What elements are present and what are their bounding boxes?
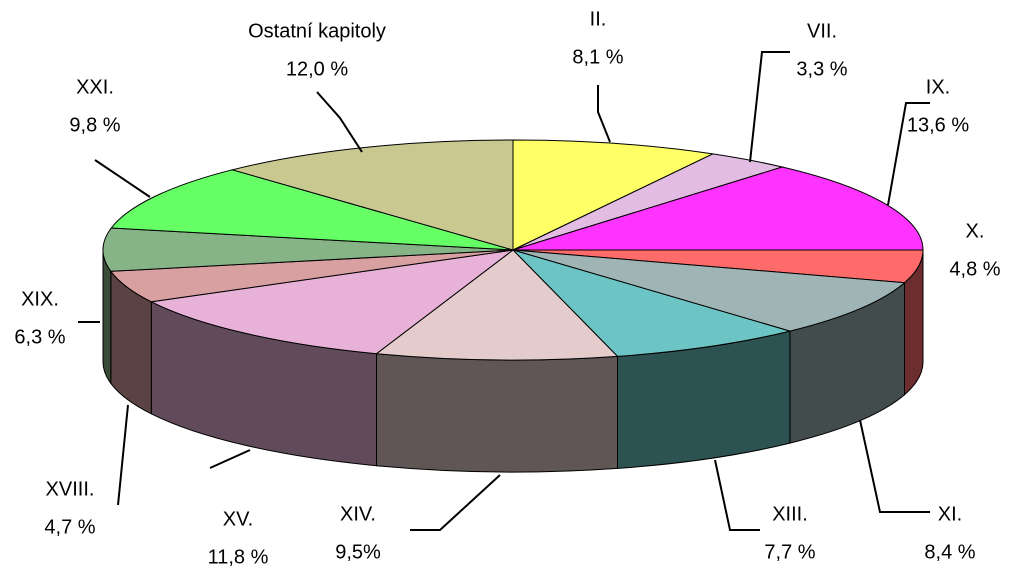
leader-line [410,474,501,531]
leader-line [94,159,151,198]
category-label: XXI. [76,76,114,98]
category-label: Ostatní kapitoly [248,20,386,42]
leader-line [316,91,363,153]
slice [102,227,514,272]
slice [149,249,515,355]
category-label: XIII. [772,503,808,525]
slice [512,139,715,251]
value-label: 11,8 % [208,546,269,568]
slice [511,248,792,357]
slice [230,139,514,251]
leader-line [749,51,790,163]
leader-line [117,404,129,506]
category-label: VII. [807,20,837,42]
value-label: 7,7 % [764,541,815,563]
leader-line [714,459,760,531]
value-label: 8,4 % [924,541,975,563]
value-label: 9,8 % [69,114,120,136]
value-label: 9,5% [335,541,381,563]
value-label: 4,7 % [44,516,95,538]
category-label: XIX. [21,288,59,310]
slice [512,249,906,332]
category-label: XI. [938,503,962,525]
slice-side [376,353,618,473]
category-label: XV. [223,508,253,530]
slice [512,166,924,251]
category-label: XVIII. [46,478,95,500]
value-label: 8,1 % [572,46,623,68]
category-label: X. [966,220,985,242]
slice [110,169,514,251]
value-label: 12,0 % [286,58,348,80]
leader-line [859,419,930,513]
category-label: XIV. [340,503,376,525]
slice [375,249,619,361]
value-label: 3,3 % [796,58,847,80]
leader-line [209,449,251,469]
value-label: 4,8 % [949,258,1000,280]
category-label: IX. [926,76,950,98]
leader-line [887,102,930,206]
value-label: 6,3 % [14,326,65,348]
category-label: II. [590,8,607,30]
leader-line [597,85,611,143]
value-label: 13,6 % [907,114,969,136]
